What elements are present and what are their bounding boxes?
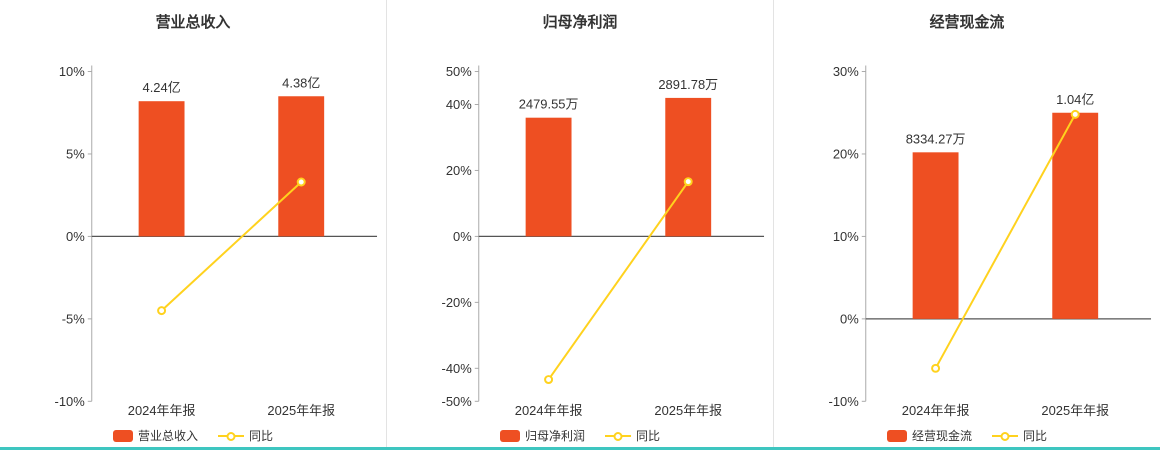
legend-label: 同比: [249, 429, 274, 443]
yoy-line[interactable]: [934, 113, 1077, 369]
y-axis-tick-label: -10%: [55, 394, 86, 409]
yoy-point-2025年年报[interactable]: [296, 177, 306, 187]
bar-2025年年报[interactable]: [665, 97, 712, 237]
legend-item-经营现金流[interactable]: 经营现金流: [886, 429, 972, 443]
y-axis-tick-label: 0%: [840, 311, 859, 326]
legend-label: 经营现金流: [911, 429, 972, 443]
legend-label: 归母净利润: [524, 429, 585, 443]
bar-value-label: 4.24亿: [143, 80, 181, 95]
y-axis-tick-label: 10%: [59, 64, 85, 79]
legend-bar-swatch-icon: [112, 430, 133, 442]
cash-flow-chart-panel: 经营现金流 30% 20% 10% 0% -10% 8334.27万 1.04亿 2024年年报…: [773, 0, 1160, 447]
bar-2024年年报[interactable]: [138, 101, 185, 237]
yoy-point-2025年年报[interactable]: [1070, 109, 1080, 119]
chart-title: 营业总收入: [156, 13, 231, 31]
legend-label: 同比: [636, 429, 661, 443]
y-axis-tick-label: -50%: [442, 394, 473, 409]
chart-title: 归母净利润: [543, 13, 618, 31]
x-axis-category-label: 2025年年报: [654, 403, 722, 418]
bar-2025年年报[interactable]: [278, 96, 325, 237]
bar-value-label: 4.38亿: [282, 75, 320, 90]
y-axis-tick-label: -5%: [62, 311, 86, 326]
legend-item-同比[interactable]: 同比: [992, 430, 1047, 442]
bar-value-label: 8334.27万: [906, 131, 966, 146]
x-axis-category-label: 2024年年报: [515, 403, 583, 418]
yoy-point-2025年年报[interactable]: [683, 177, 693, 187]
chart-svg: 归母净利润 50% 40% 20% 0% -20% -40% -50% 2479.55万 2891…: [442, 13, 765, 418]
chart-title: 经营现金流: [930, 13, 1005, 31]
chart-legend: 经营现金流 同比: [774, 430, 1160, 442]
legend-line-marker-icon: [605, 435, 631, 437]
x-axis-category-label: 2024年年报: [902, 403, 970, 418]
y-axis-tick-label: 20%: [446, 163, 472, 178]
chart-svg: 营业总收入 10% 5% 0% -5% -10% 4.24亿 4.38亿 2024年年报 2025…: [55, 13, 378, 418]
chart-svg: 经营现金流 30% 20% 10% 0% -10% 8334.27万 1.04亿 2024年年报…: [829, 13, 1152, 418]
y-axis-tick-label: 20%: [833, 146, 859, 161]
y-axis-tick-label: 5%: [66, 146, 85, 161]
x-axis-category-label: 2025年年报: [267, 403, 335, 418]
legend-label: 同比: [1023, 429, 1048, 443]
y-axis-tick-label: 0%: [453, 229, 472, 244]
bar-2024年年报[interactable]: [912, 152, 959, 319]
y-axis-tick-label: 40%: [446, 97, 472, 112]
x-axis-category-label: 2024年年报: [128, 403, 196, 418]
legend-bar-swatch-icon: [886, 430, 907, 442]
yoy-line[interactable]: [547, 181, 690, 381]
legend-item-同比[interactable]: 同比: [605, 430, 660, 442]
y-axis-tick-label: -10%: [829, 394, 860, 409]
legend-item-归母净利润[interactable]: 归母净利润: [499, 429, 585, 443]
yoy-point-2024年年报[interactable]: [157, 306, 167, 316]
y-axis-tick-label: 10%: [833, 229, 859, 244]
bar-value-label: 1.04亿: [1056, 92, 1094, 107]
y-axis-tick-label: -20%: [442, 295, 473, 310]
chart-legend: 归母净利润 同比: [387, 430, 773, 442]
yoy-line[interactable]: [160, 181, 302, 312]
revenue-chart-panel: 营业总收入 10% 5% 0% -5% -10% 4.24亿 4.38亿 2024年年报 2025…: [0, 0, 386, 447]
legend-line-marker-icon: [992, 435, 1018, 437]
y-axis-tick-label: 0%: [66, 229, 85, 244]
y-axis-tick-label: 50%: [446, 64, 472, 79]
bar-2024年年报[interactable]: [525, 117, 572, 237]
legend-item-同比[interactable]: 同比: [218, 430, 273, 442]
bar-value-label: 2479.55万: [519, 97, 579, 112]
y-axis-tick-label: -40%: [442, 361, 473, 376]
legend-item-营业总收入[interactable]: 营业总收入: [112, 429, 198, 443]
legend-line-marker-icon: [218, 435, 244, 437]
yoy-point-2024年年报[interactable]: [931, 363, 941, 373]
chart-legend: 营业总收入 同比: [0, 430, 386, 442]
legend-label: 营业总收入: [137, 429, 198, 443]
bar-2025年年报[interactable]: [1052, 112, 1099, 319]
y-axis-tick-label: 30%: [833, 64, 859, 79]
bar-value-label: 2891.78万: [658, 77, 718, 92]
x-axis-category-label: 2025年年报: [1041, 403, 1109, 418]
net-profit-chart-panel: 归母净利润 50% 40% 20% 0% -20% -40% -50% 2479.55万 2891…: [386, 0, 773, 447]
yoy-point-2024年年报[interactable]: [544, 375, 554, 385]
legend-bar-swatch-icon: [499, 430, 520, 442]
